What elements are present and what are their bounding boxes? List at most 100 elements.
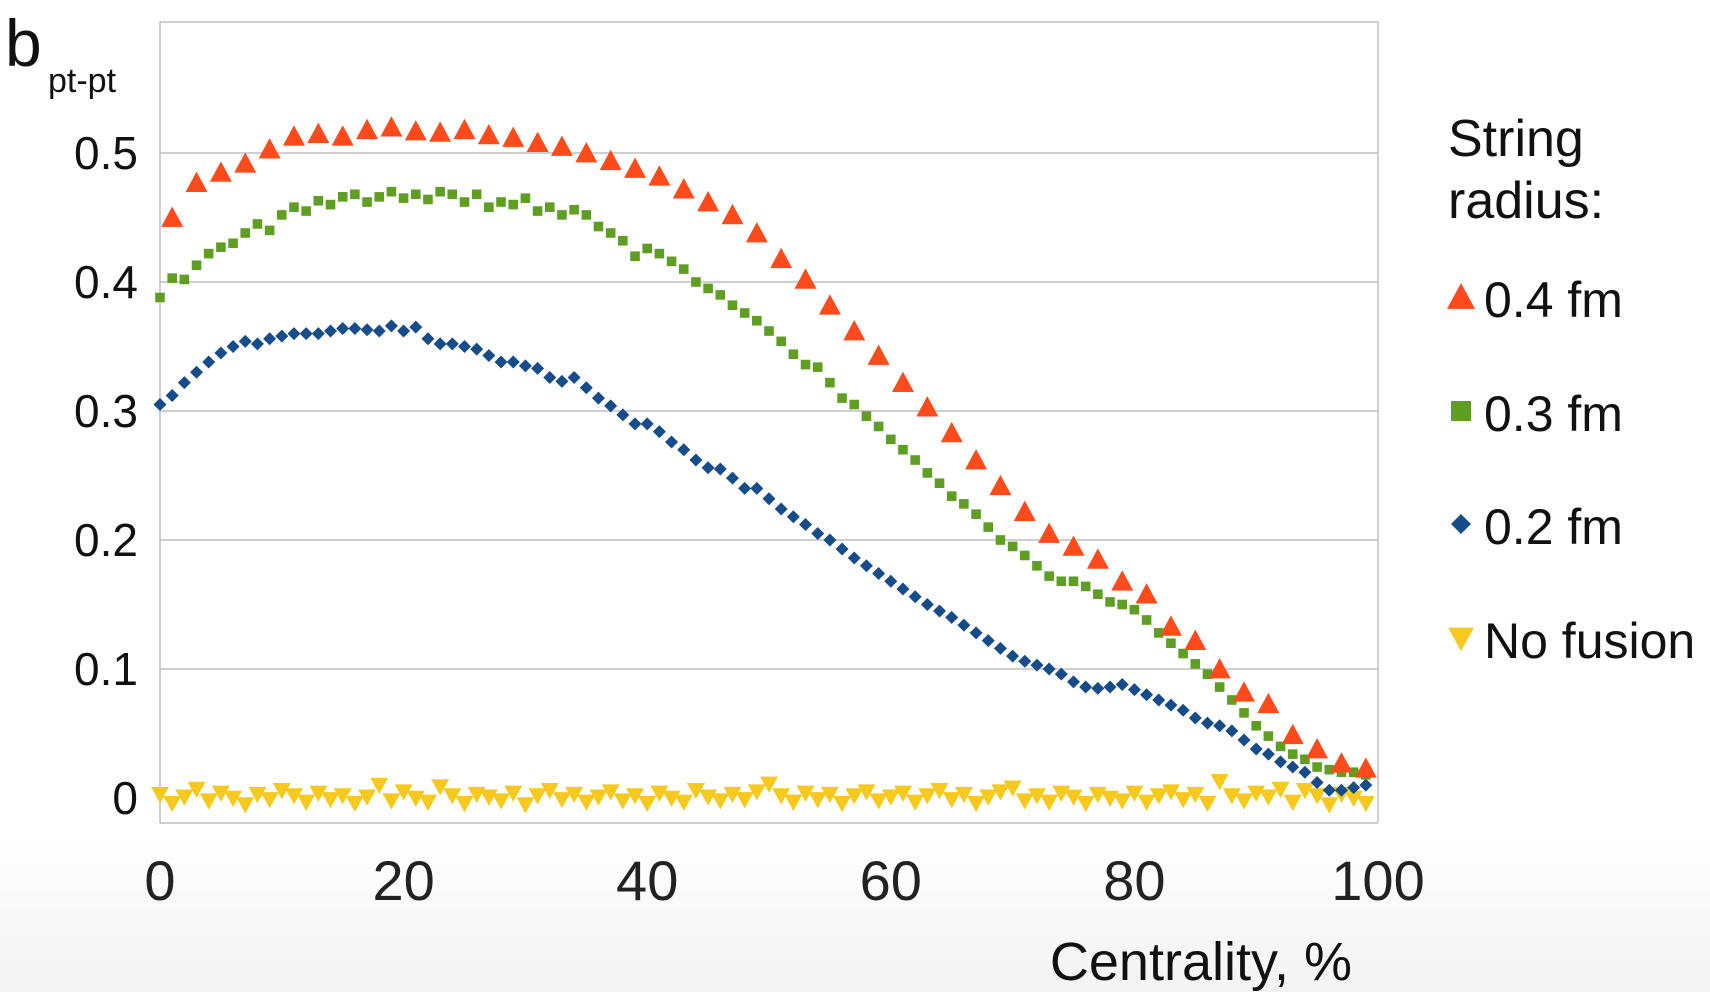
data-point [703,283,713,294]
data-point [1080,581,1091,592]
data-point [825,377,835,388]
data-point [689,453,703,467]
data-point [959,499,969,509]
data-point [1233,681,1256,702]
data-point [214,346,228,360]
data-point [398,193,409,203]
legend-label: No fusion [1484,613,1695,669]
data-point [309,785,328,802]
data-point [372,324,386,338]
data-point [957,618,971,632]
data-point [745,221,768,243]
data-point [1334,783,1348,797]
data-point [1312,762,1322,772]
legend-label: 0.4 fm [1484,272,1623,328]
data-point [910,455,920,465]
data-point [161,206,184,227]
data-point [1257,692,1280,714]
data-point [337,192,348,202]
data-point [567,370,581,384]
data-point [886,434,896,445]
data-point [835,542,849,556]
data-point [370,777,389,795]
data-point [1042,662,1056,676]
data-point [380,116,403,137]
x-tick-label: 80 [1103,849,1165,912]
data-point [1225,724,1239,738]
data-point [946,491,957,501]
data-point [812,362,823,372]
data-point [565,786,584,804]
data-point [1263,731,1274,741]
data-point [1135,583,1158,604]
data-point [1222,788,1241,805]
data-point [666,256,677,267]
data-point [250,337,264,351]
data-point [1320,797,1339,814]
data-point [1068,576,1079,587]
data-series [151,116,1377,814]
data-point [1356,795,1375,813]
data-point [1149,788,1168,805]
data-point [404,120,427,141]
data-point [581,210,592,220]
data-point [1287,749,1298,759]
data-point [898,444,908,455]
data-point [163,795,182,813]
data-point [628,417,642,431]
x-tick-label: 60 [860,849,922,912]
x-axis-band [0,835,1710,992]
data-point [1330,752,1353,773]
data-point [916,396,939,417]
data-point [686,783,705,800]
data-point [818,294,841,315]
data-point [1062,535,1085,556]
data-point [796,785,815,802]
data-point [520,193,531,203]
data-point [1103,680,1117,694]
data-point [940,421,963,443]
legend-label: 0.2 fm [1484,499,1623,555]
data-point [1208,658,1231,679]
data-point [1322,783,1336,797]
data-point [177,376,191,390]
data-point [1161,784,1180,801]
y-axis-label: b [5,6,42,80]
data-point [470,342,484,356]
data-point [199,793,218,810]
data-point [471,189,482,200]
legend-marker [1447,283,1475,309]
data-point [1190,659,1201,669]
data-point [1348,767,1359,777]
data-point [526,131,549,153]
data-point [151,786,169,804]
data-point [447,189,458,200]
data-point [1239,708,1249,718]
data-point [191,260,202,271]
data-point [1214,682,1225,692]
legend-marker [1451,514,1471,534]
data-point [153,398,167,412]
data-point [991,784,1010,801]
data-point [494,355,508,369]
x-tick-label: 20 [372,849,434,912]
data-point [382,793,401,810]
data-point [678,264,689,274]
data-point [1038,522,1061,543]
data-point [282,125,305,146]
data-point [857,784,876,801]
data-point [1006,649,1020,663]
data-point [618,235,628,246]
data-point [297,794,316,811]
data-point [772,788,791,805]
data-point [697,191,720,212]
data-point [325,199,336,210]
data-point [739,308,750,318]
data-point [800,359,811,370]
data-point [216,242,226,252]
data-point [418,794,437,811]
data-point [202,355,216,369]
data-point [569,204,579,215]
data-point [764,326,774,336]
data-point [211,785,230,802]
